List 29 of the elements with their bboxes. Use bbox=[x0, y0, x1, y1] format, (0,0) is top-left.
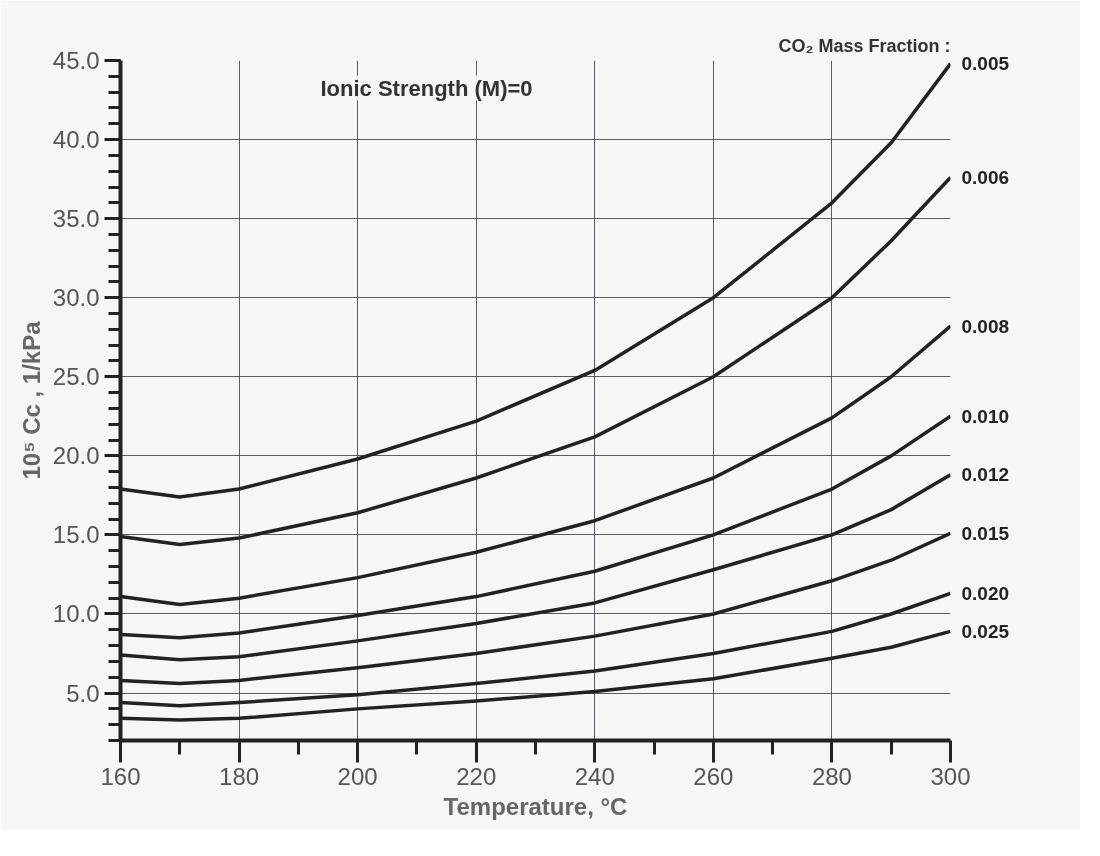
y-axis-title: 10⁵ Cc , 1/kPa bbox=[17, 320, 45, 480]
y-tick-label: 15.0 bbox=[52, 521, 100, 549]
x-tick-label: 240 bbox=[574, 762, 615, 790]
y-tick-label: 10.0 bbox=[52, 600, 100, 628]
x-tick-label: 160 bbox=[100, 762, 141, 790]
legend-title: CO₂ Mass Fraction : bbox=[778, 35, 951, 56]
series-label: 0.010 bbox=[961, 405, 1010, 427]
y-tick-label: 30.0 bbox=[52, 284, 100, 312]
x-tick-label: 280 bbox=[811, 762, 852, 790]
series-label: 0.005 bbox=[961, 53, 1010, 75]
series-label: 0.020 bbox=[961, 582, 1010, 604]
y-tick-label: 40.0 bbox=[52, 126, 100, 154]
x-tick-label: 200 bbox=[337, 762, 378, 790]
y-tick-label: 45.0 bbox=[52, 47, 100, 74]
y-tick-label: 5.0 bbox=[66, 679, 100, 707]
y-tick-label: 20.0 bbox=[52, 442, 100, 470]
y-tick-label: 25.0 bbox=[52, 363, 100, 391]
x-tick-label: 220 bbox=[456, 762, 497, 790]
x-tick-label: 180 bbox=[219, 762, 260, 790]
series-label: 0.012 bbox=[961, 464, 1010, 486]
x-tick-label: 300 bbox=[930, 762, 971, 790]
x-tick-label: 260 bbox=[693, 762, 734, 790]
series-label: 0.006 bbox=[961, 167, 1010, 189]
y-tick-label: 35.0 bbox=[52, 205, 100, 233]
annotation: Ionic Strength (M)=0 bbox=[320, 75, 533, 101]
series-label: 0.008 bbox=[961, 315, 1010, 337]
x-axis-title: Temperature, °C bbox=[443, 792, 628, 820]
series-label: 0.015 bbox=[961, 522, 1010, 544]
series-label: 0.025 bbox=[961, 620, 1010, 642]
